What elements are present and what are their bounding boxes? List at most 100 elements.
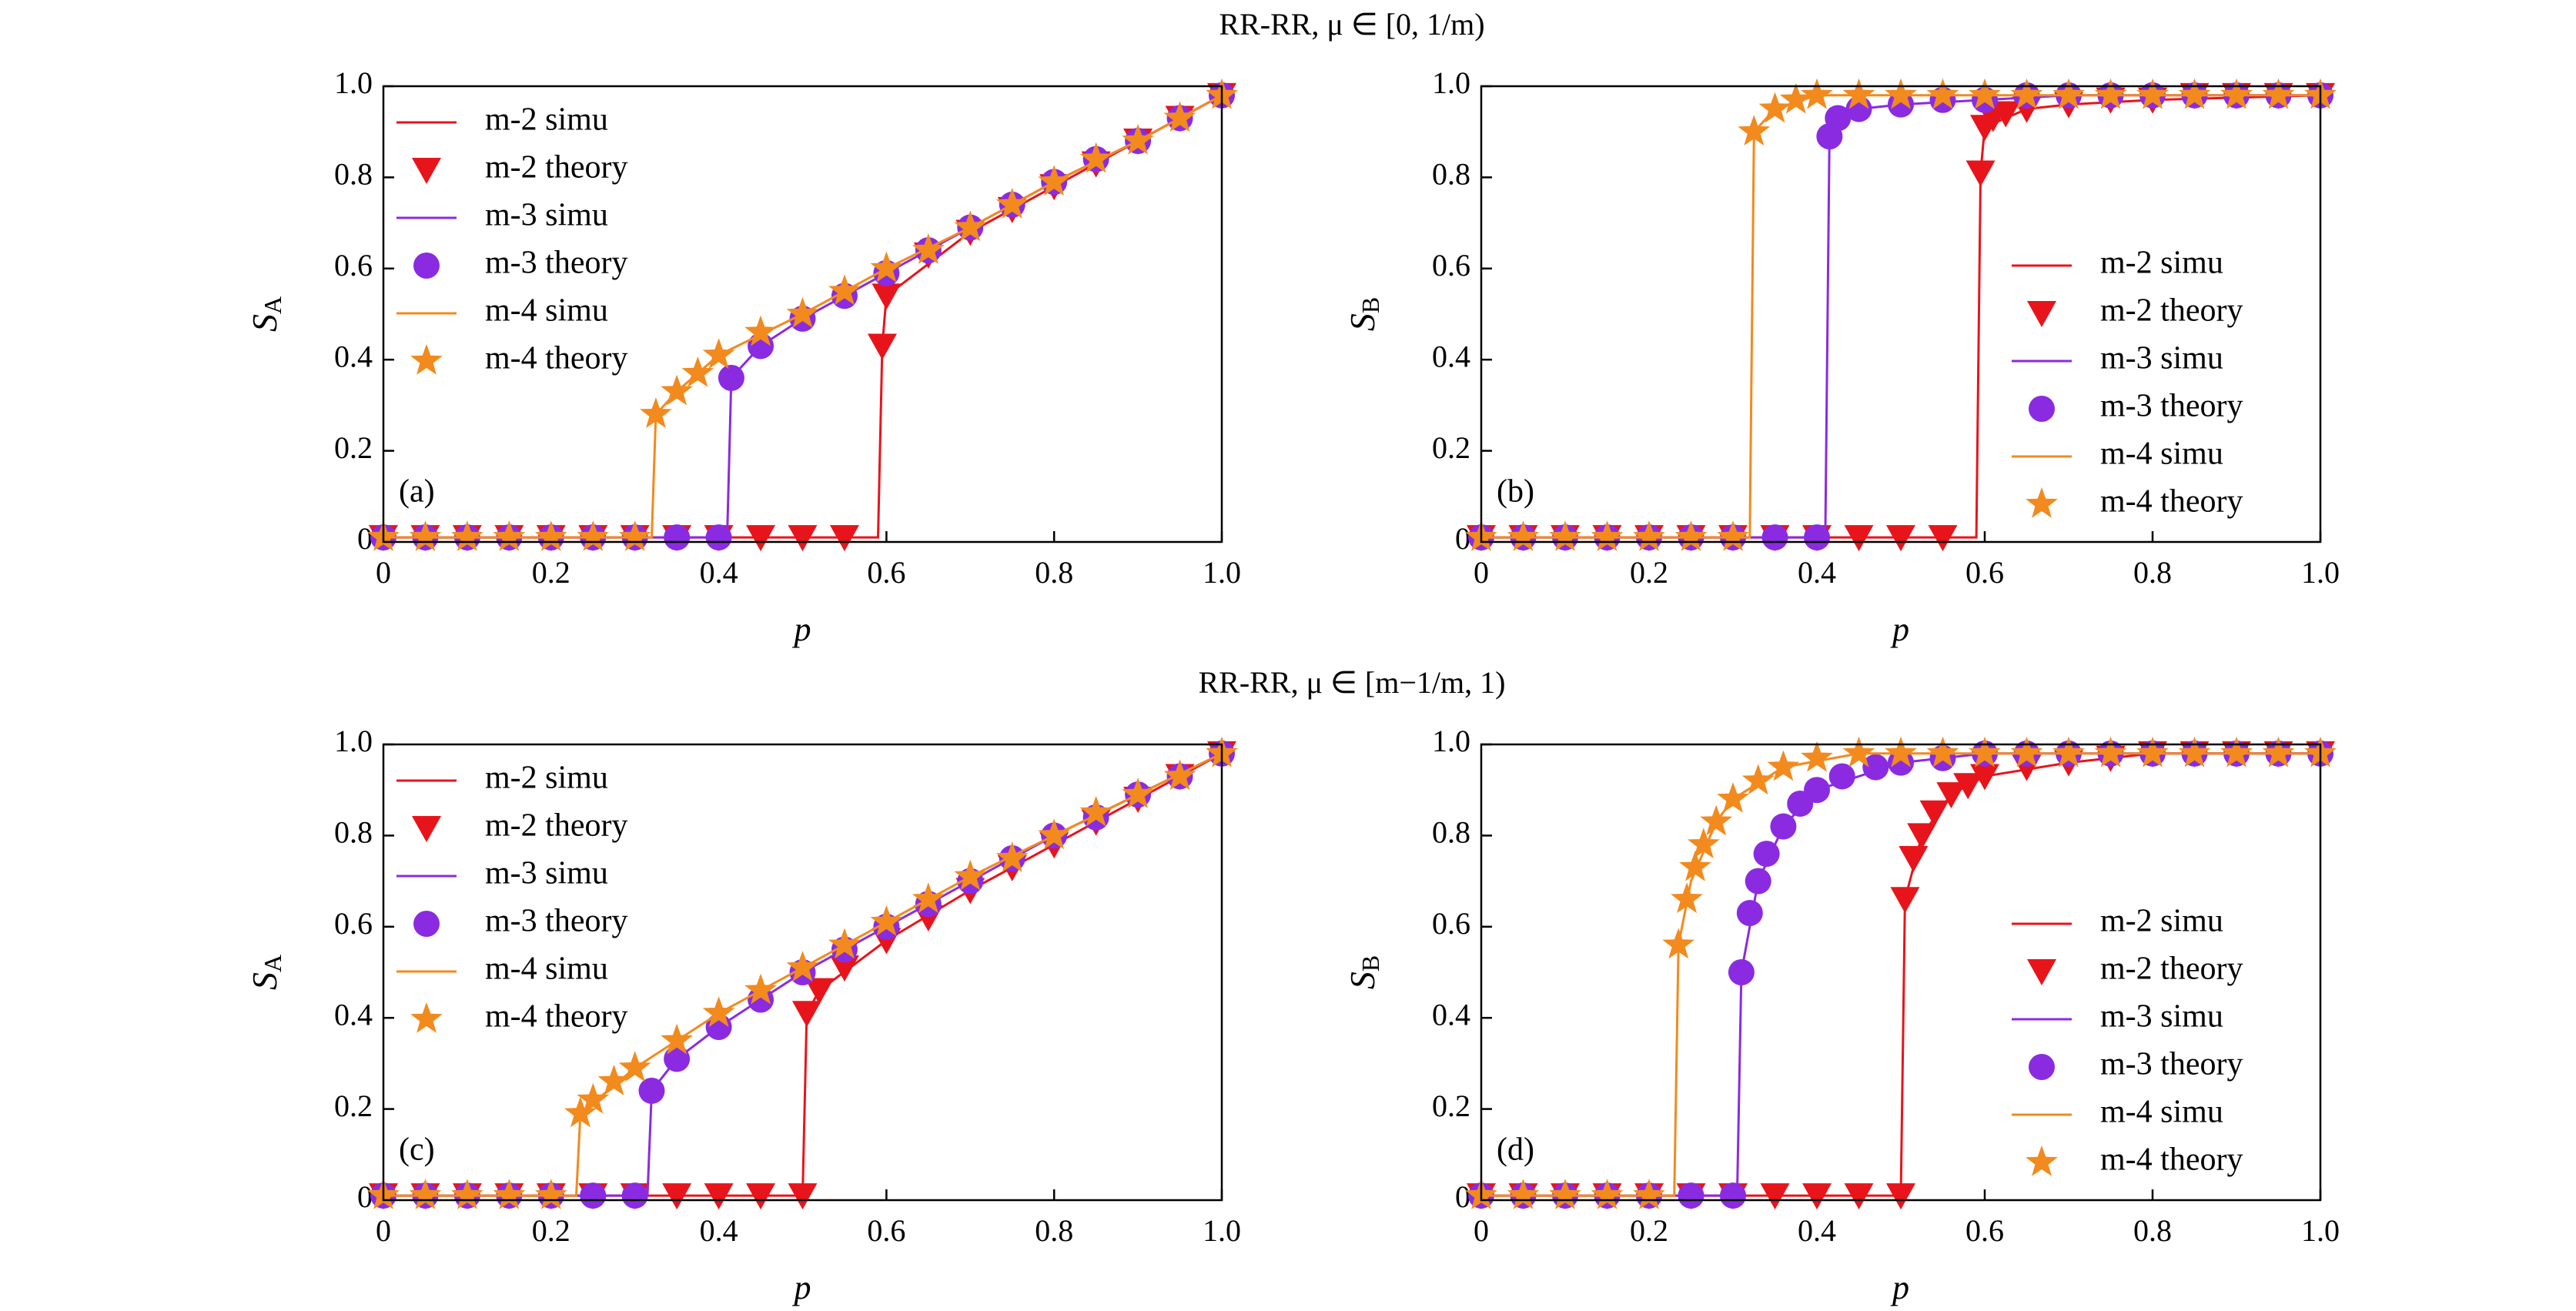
marker-circle (580, 1182, 607, 1209)
x-tick-label: 0.6 (1965, 555, 2004, 590)
marker-star (1842, 736, 1875, 768)
y-axis-symbol: S (1343, 972, 1382, 989)
marker-star (1801, 78, 1833, 109)
legend-label: m-4 theory (2100, 1142, 2243, 1178)
marker-triangle (2027, 301, 2056, 327)
x-tick-label: 0.2 (1630, 555, 1668, 590)
marker-star (744, 315, 777, 346)
x-tick-label: 0 (1474, 555, 1489, 590)
x-tick-label: 1.0 (2301, 1213, 2340, 1248)
marker-triangle (871, 283, 902, 310)
marker-star (1633, 1179, 1665, 1209)
marker-star (661, 374, 694, 406)
marker-star (1122, 778, 1154, 808)
marker-star (954, 210, 987, 242)
y-tick-label: 0.2 (334, 1089, 373, 1123)
marker-star (2094, 78, 2127, 109)
marker-circle (1804, 524, 1830, 551)
marker-circle (413, 253, 440, 279)
marker-star (1801, 741, 1833, 772)
marker-triangle (1890, 887, 1920, 914)
marker-triangle (1953, 773, 1983, 800)
legend-label: m-2 theory (485, 808, 627, 844)
marker-triangle (746, 1183, 776, 1210)
x-tick-label: 0.4 (700, 1213, 738, 1248)
marker-star (1591, 1179, 1624, 1209)
marker-star (995, 841, 1029, 872)
x-axis-label: p (1890, 610, 1909, 648)
marker-triangle (1936, 782, 1966, 809)
marker-star (451, 1179, 483, 1209)
y-tick-label: 0.8 (334, 815, 373, 850)
marker-star (828, 928, 861, 959)
marker-star (995, 187, 1029, 219)
x-tick-label: 0.6 (867, 1213, 905, 1248)
marker-triangle (662, 1183, 692, 1210)
x-tick-label: 0.4 (1798, 555, 1836, 590)
marker-circle (664, 524, 691, 551)
marker-circle (2029, 396, 2055, 422)
marker-star (1662, 928, 1695, 959)
marker-star (1885, 736, 1917, 768)
legend-label: m-2 theory (2100, 951, 2243, 987)
marker-star (1163, 101, 1196, 132)
marker-circle (705, 524, 732, 551)
y-axis-symbol: S (245, 314, 284, 332)
x-tick-label: 0.8 (1035, 1213, 1073, 1248)
marker-triangle (1886, 525, 1915, 552)
marker-circle (638, 1077, 665, 1104)
marker-triangle (746, 525, 776, 552)
y-axis-symbol: S (1343, 313, 1382, 331)
marker-star (618, 1051, 651, 1082)
marker-circle (718, 364, 744, 391)
legend-label: m-4 theory (2100, 484, 2243, 520)
legend-label: m-3 simu (485, 856, 608, 891)
legend-label: m-3 simu (485, 198, 608, 233)
marker-star (1717, 782, 1749, 813)
marker-star (912, 233, 945, 264)
marker-star (661, 1023, 694, 1055)
x-tick-label: 0 (376, 1213, 391, 1248)
marker-star (954, 859, 987, 891)
x-tick-label: 0.4 (700, 555, 738, 590)
y-tick-label: 0.4 (1432, 339, 1470, 373)
marker-triangle (788, 525, 818, 552)
marker-star (534, 1179, 567, 1209)
legend-label: m-4 simu (2100, 1095, 2223, 1130)
marker-star (1969, 78, 2001, 109)
marker-star (409, 1179, 442, 1209)
marker-star (1717, 520, 1749, 551)
y-tick-label: 0.6 (334, 906, 373, 941)
y-tick-label: 1.0 (334, 65, 373, 100)
marker-star (564, 1096, 597, 1128)
marker-circle (2029, 1054, 2055, 1080)
y-tick-label: 0.6 (334, 248, 373, 283)
marker-star (1758, 92, 1791, 123)
marker-star (577, 520, 610, 551)
marker-star (1671, 882, 1703, 914)
marker-star (786, 297, 819, 328)
marker-star (1779, 82, 1812, 114)
x-axis-label: p (792, 1269, 811, 1306)
y-tick-label: 0.8 (1432, 815, 1470, 850)
y-tick-label: 0 (1455, 521, 1470, 556)
marker-star (1687, 828, 1720, 858)
marker-star (2220, 736, 2253, 768)
marker-star (1885, 78, 1917, 109)
x-tick-label: 0 (1474, 1213, 1489, 1248)
marker-star (2136, 78, 2169, 109)
x-tick-label: 0.6 (867, 555, 905, 590)
marker-circle (1761, 524, 1788, 551)
marker-triangle (805, 978, 835, 1005)
axes-frame (1480, 743, 2322, 1202)
legend-label: m-2 simu (485, 761, 608, 796)
y-tick-label: 0.4 (334, 339, 373, 373)
legend-label: m-4 theory (485, 341, 627, 376)
marker-star (1741, 764, 1775, 795)
y-tick-label: 0.4 (1432, 997, 1470, 1032)
panel-label: (a) (399, 474, 435, 510)
y-tick-label: 0.2 (334, 430, 373, 465)
x-axis-label: p (1890, 1269, 1909, 1306)
